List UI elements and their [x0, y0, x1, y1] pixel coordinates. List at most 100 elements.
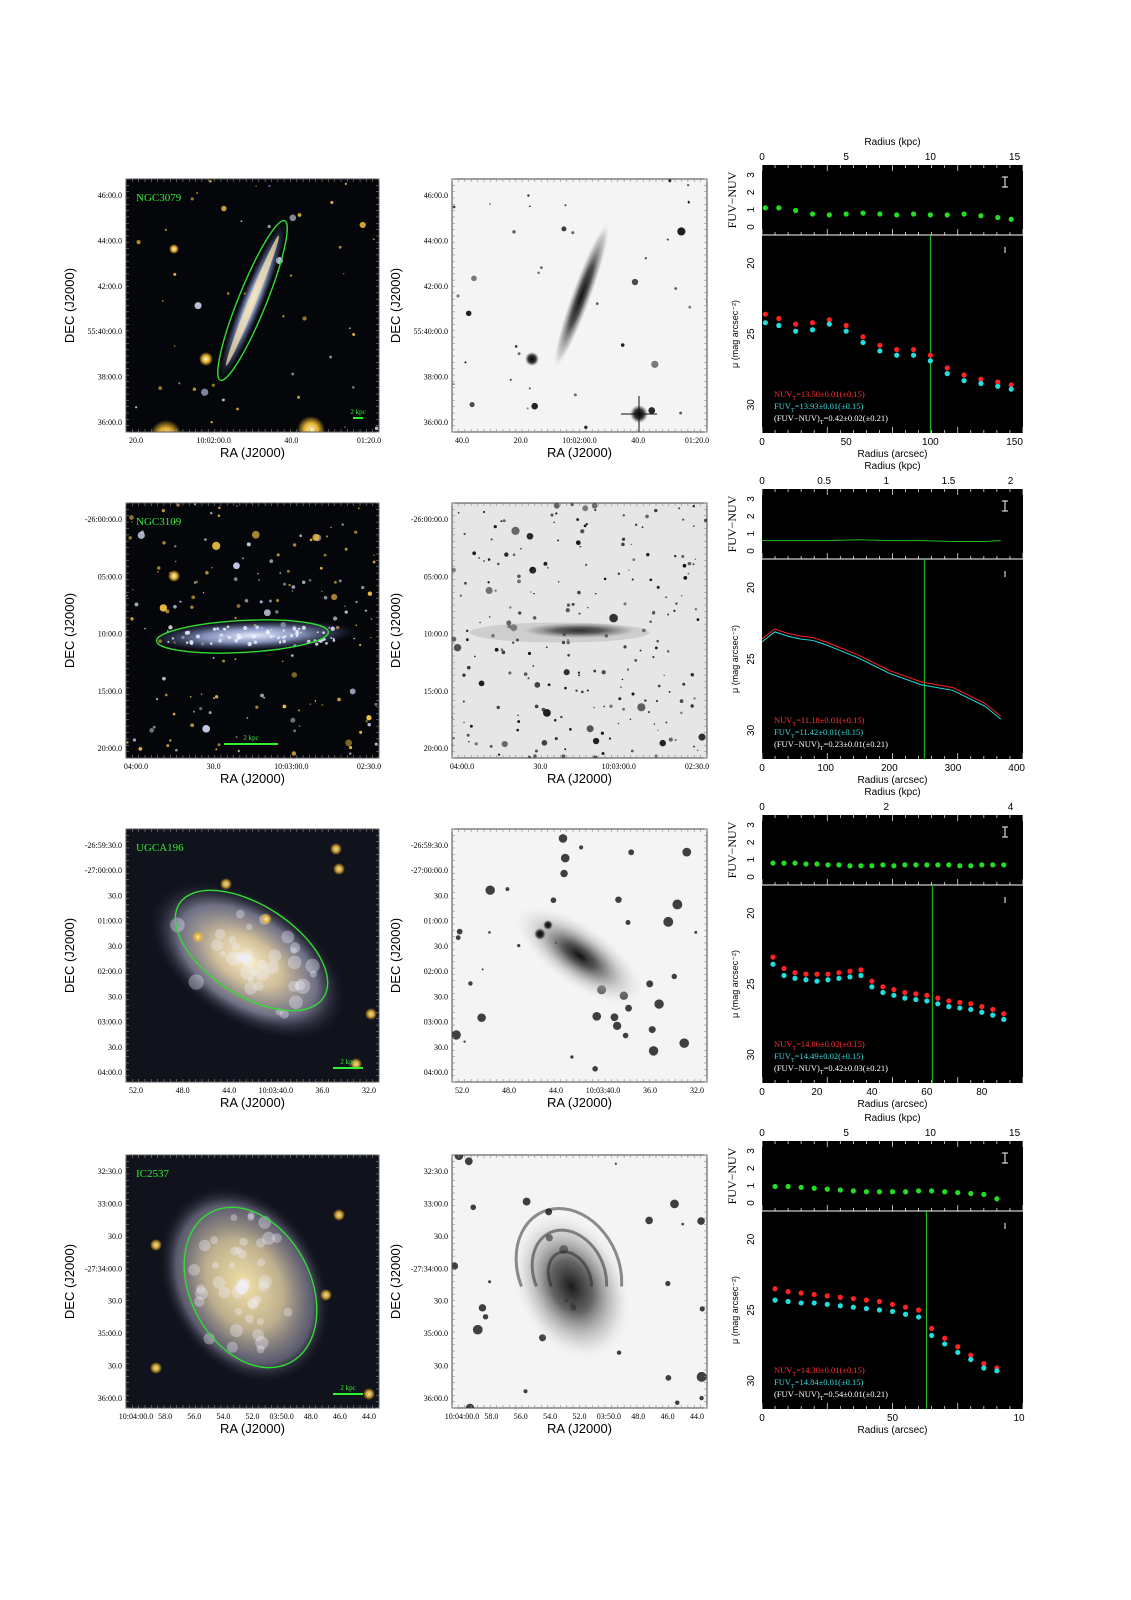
hii-region: [235, 1280, 249, 1295]
star: [338, 245, 342, 249]
dec-tick-label: 30.0: [108, 1362, 122, 1371]
star-dark: [688, 305, 692, 309]
star-dark: [517, 579, 521, 584]
star-dark: [683, 576, 688, 580]
data-point: [809, 211, 816, 217]
x-tick-label: 40: [866, 1087, 878, 1098]
dec-tick-label: 15:00.0: [98, 687, 122, 696]
annotation-band: FUV: [774, 727, 792, 737]
star-dark: [517, 574, 521, 579]
data-point: [955, 1344, 961, 1350]
galaxy-core: [226, 235, 279, 366]
dec-tick-label: 05:00.0: [424, 572, 448, 581]
hii-region: [262, 1231, 276, 1245]
data-point: [990, 862, 996, 868]
star: [212, 541, 221, 550]
ra-tick-label: 03:50.0: [597, 1412, 621, 1421]
xlabel: Radius (arcsec): [857, 1099, 927, 1110]
data-point: [785, 1183, 791, 1190]
star-dark: [493, 524, 497, 529]
annotation-value: =14.06±0.02(±0.15): [796, 1039, 865, 1049]
star-dark: [530, 566, 534, 570]
hii-region: [195, 1287, 208, 1300]
star-dark: [673, 554, 677, 558]
hii-region: [247, 1297, 258, 1309]
star-dark: [541, 707, 546, 712]
dec-tick-label: 02:00.0: [424, 967, 448, 976]
data-point: [924, 998, 930, 1004]
star-dark: [665, 721, 668, 724]
data-point: [942, 1335, 948, 1341]
star: [236, 505, 238, 507]
star-dark: [663, 916, 674, 927]
bright-star: [150, 1239, 162, 1251]
star-dark: [631, 692, 635, 696]
star: [164, 693, 168, 697]
annotation-sub: T: [792, 1046, 796, 1052]
star: [156, 566, 161, 570]
annotation-sub: T: [820, 1070, 824, 1076]
star-dark: [679, 411, 683, 415]
star-dark: [600, 731, 605, 735]
data-point: [824, 1186, 830, 1192]
bright-star: [363, 1388, 375, 1400]
star-dark: [666, 238, 669, 241]
hii-region: [270, 629, 273, 631]
dec-tick-label: 35:00.0: [98, 1329, 122, 1338]
star: [358, 643, 362, 647]
star-dark: [665, 1375, 672, 1381]
dec-tick-label: 04:00.0: [424, 1068, 448, 1077]
magnitude-annotation: FUVT=13.93±0.01(±0.15): [774, 401, 864, 414]
star: [234, 658, 237, 661]
star: [195, 580, 198, 584]
data-point: [793, 328, 799, 334]
data-point: [929, 1332, 935, 1339]
data-point: [981, 1365, 987, 1371]
data-point: [843, 328, 849, 334]
star: [209, 511, 213, 515]
top-tick-label: 2: [884, 802, 890, 813]
star-dark: [648, 407, 656, 414]
star: [373, 554, 375, 556]
data-point: [809, 320, 816, 326]
data-point: [869, 978, 875, 984]
annotation-sub: T: [820, 746, 824, 752]
sb-ytick-label: 25: [746, 653, 757, 665]
color-ytick-label: 2: [746, 189, 757, 195]
star-dark: [563, 669, 570, 676]
x-tick-label: 0: [759, 1413, 765, 1424]
data-point: [772, 1297, 778, 1303]
star-dark: [465, 629, 469, 633]
ra-tick-label: 36.0: [643, 1086, 657, 1095]
data-point: [978, 213, 984, 219]
data-point: [968, 1001, 974, 1007]
ra-tick-label: 44.0: [362, 1412, 376, 1421]
galaxy-name: NGC3079: [136, 192, 182, 204]
annotation-value: =0.23±0.01(±0.21): [824, 739, 889, 749]
star-dark: [647, 711, 650, 714]
star-dark: [506, 620, 512, 626]
star: [282, 704, 287, 709]
galaxy-name: IC2537: [136, 1168, 170, 1180]
dec-tick-label: 10:00.0: [98, 630, 122, 639]
annotation-sub: T: [820, 1396, 824, 1402]
star-dark: [478, 1304, 487, 1312]
dec-tick-label: 30.0: [108, 942, 122, 951]
star-dark: [565, 608, 570, 613]
star: [164, 228, 167, 231]
ra-tick-label: 30.0: [533, 762, 547, 771]
annotation-sub: T: [791, 1058, 795, 1064]
star-dark: [585, 523, 588, 526]
data-point: [894, 212, 900, 218]
ra-tick-label: 10:02:00.0: [196, 436, 230, 445]
x-tick-label: 150: [1006, 437, 1023, 448]
star-dark: [682, 563, 687, 568]
star: [269, 559, 274, 563]
star: [292, 543, 297, 547]
data-point: [995, 383, 1001, 389]
hii-region: [214, 928, 226, 940]
star-dark: [653, 610, 655, 613]
hii-region: [295, 978, 311, 994]
annotation-value: =14.49±0.02(±0.15): [795, 1051, 864, 1061]
star-dark: [579, 545, 582, 548]
